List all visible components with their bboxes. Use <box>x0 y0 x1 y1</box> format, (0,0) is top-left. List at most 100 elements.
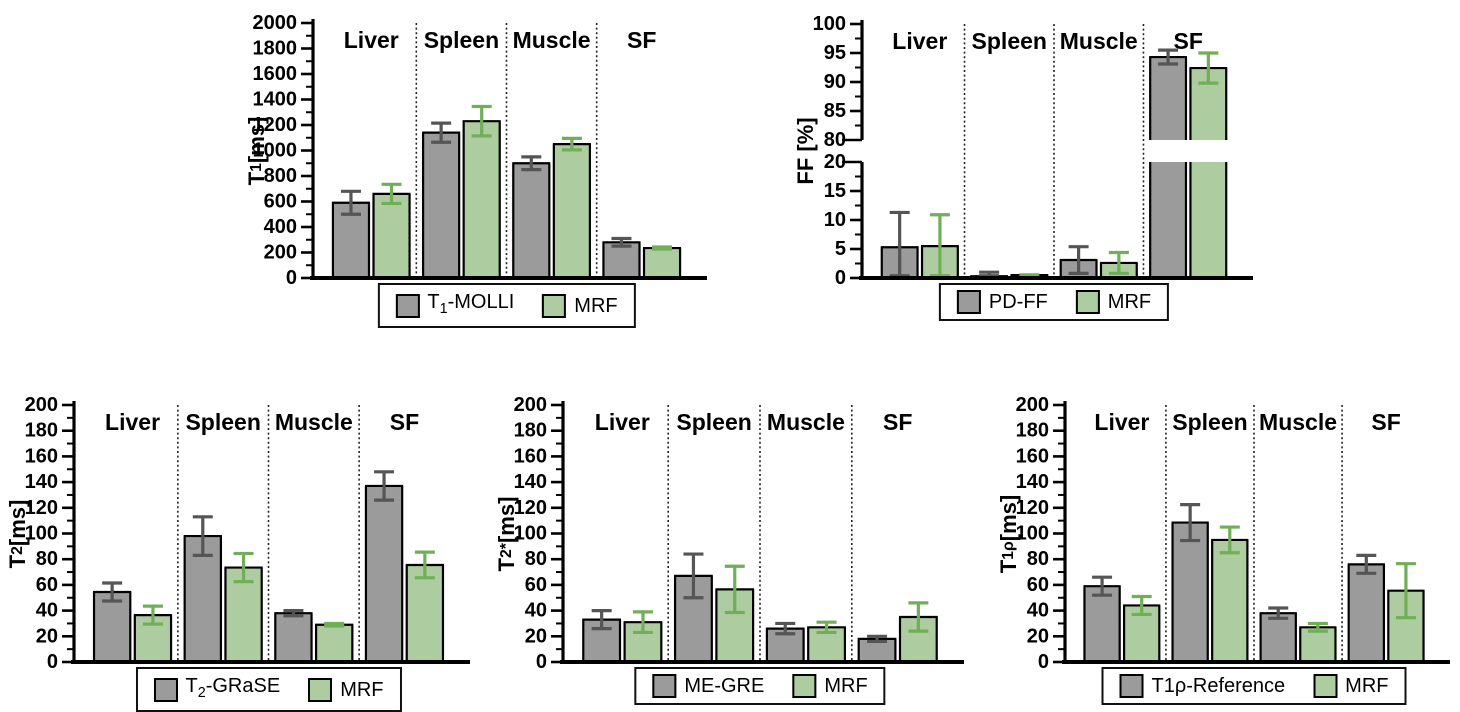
error-bar-PD-FF-Liver <box>889 210 910 278</box>
y-tick-label: 0 <box>1038 651 1049 673</box>
y-tick-label: 40 <box>36 600 58 622</box>
error-bar-MRF-Muscle <box>324 621 345 628</box>
y-tick-label: 60 <box>1027 574 1049 596</box>
chart-ff: 0 5 10 15 20 80 85 90 95 100 Liver Spleen Muscle SF FF… <box>790 0 1310 335</box>
legend-label: T1-MOLLI <box>427 291 515 317</box>
error-bar-MRF-Spleen <box>471 104 492 138</box>
error-bar-PD-FF-Muscle <box>1068 245 1089 275</box>
error-bar-MRF-Liver <box>1131 594 1152 617</box>
legend: T1ρ-Reference MRF <box>1101 667 1407 705</box>
error-bar-PD-FF-Spleen <box>979 270 1000 278</box>
error-bar-MRF-SF <box>1198 51 1219 85</box>
y-tick-label: 20 <box>36 625 58 647</box>
category-label-SF: SF <box>627 27 656 53</box>
legend-swatch-icon <box>153 677 178 702</box>
y-tick-label: 200 <box>514 394 547 416</box>
error-bar-T1-MOLLI-Liver <box>340 189 361 216</box>
error-bar-T2-GRaSE-Muscle <box>283 609 304 618</box>
legend-item-MRF: MRF <box>1075 290 1151 314</box>
error-bar-MRF-Liver <box>142 604 163 626</box>
y-tick-label: 20 <box>824 151 846 173</box>
y-tick-label: 0 <box>536 651 547 673</box>
y-tick-label: 10 <box>824 209 846 231</box>
legend: ME-GRE MRF <box>634 667 886 705</box>
error-bar-T2-GRaSE-Spleen <box>192 515 213 557</box>
y-tick-label: 160 <box>1016 445 1049 467</box>
y-tick-label: 0 <box>47 651 58 673</box>
bar-T1ρ-Reference-Spleen <box>1172 522 1208 662</box>
legend-item-T1ρ-Reference: T1ρ-Reference <box>1119 674 1286 698</box>
error-bar-T2-GRaSE-Liver <box>102 581 123 603</box>
bar-MRF-SF <box>406 564 443 662</box>
y-tick-label: 80 <box>36 548 58 570</box>
error-bar-MRF-SF <box>1395 562 1416 620</box>
error-bar-T2-GRaSE-SF <box>374 470 395 502</box>
y-tick-label: 60 <box>525 574 547 596</box>
bar-MRF-SF <box>1190 162 1227 278</box>
y-tick-label: 40 <box>1027 600 1049 622</box>
y-tick-label: 180 <box>25 420 58 442</box>
bar-MRF-Muscle <box>1300 627 1336 662</box>
category-label-Muscle: Muscle <box>275 409 353 435</box>
category-label-Spleen: Spleen <box>1172 409 1247 435</box>
legend-label: T2-GRaSE <box>185 675 281 701</box>
error-bar-ME-GRE-Muscle <box>775 621 796 636</box>
bar-T1ρ-Reference-Liver <box>1084 586 1120 662</box>
legend-label: MRF <box>340 678 384 701</box>
error-bar-MRF-Muscle <box>1307 621 1328 633</box>
error-bar-MRF-Spleen <box>1219 525 1240 555</box>
error-bar-MRF-Muscle <box>816 620 837 635</box>
chart-t2star: 0 20 40 60 80 100 120 140 160 180 200 Liver Spleen Mu… <box>494 385 970 712</box>
y-tick-label: 80 <box>824 129 846 151</box>
y-tick-label: 180 <box>514 420 547 442</box>
error-bar-MRF-Liver <box>929 213 950 278</box>
bar-T1ρ-Reference-SF <box>1348 564 1384 662</box>
legend-item-ME-GRE: ME-GRE <box>652 674 764 698</box>
y-tick-label: 5 <box>835 238 846 260</box>
y-tick-label: 120 <box>1016 497 1049 519</box>
y-tick-label: 100 <box>813 13 846 35</box>
legend: T2-GRaSE MRF <box>135 667 402 712</box>
t1-plot-canvas: 0 200 400 600 800 1000 1200 1400 1600 1800 2000 Liv… <box>253 12 707 289</box>
y-tick-label: 200 <box>1016 394 1049 416</box>
legend-swatch-icon <box>395 293 420 318</box>
bar-T2-GRaSE-Liver <box>94 591 131 662</box>
legend-label: T1ρ-Reference <box>1151 675 1286 697</box>
error-bar-ME-GRE-Spleen <box>683 552 704 600</box>
y-tick-label: 800 <box>264 165 297 187</box>
chart-t1rho: 0 20 40 60 80 100 120 140 160 180 200 Liver Spleen Mu… <box>995 385 1460 712</box>
bar-T1-MOLLI-Muscle <box>513 163 550 278</box>
bar-MRF-Muscle <box>316 624 353 662</box>
legend-item-T2-GRaSE: T2-GRaSE <box>153 674 280 705</box>
bar-MRF-Muscle <box>553 144 590 278</box>
y-tick-label: 0 <box>835 267 846 289</box>
category-label-Liver: Liver <box>892 28 947 54</box>
y-tick-label: 200 <box>264 242 297 264</box>
error-bar-T1ρ-Reference-Spleen <box>1180 502 1201 543</box>
bar-MRF-Liver <box>373 193 410 278</box>
bar-T2-GRaSE-SF <box>365 485 403 662</box>
y-tick-label: 1800 <box>253 38 298 60</box>
error-bar-T1ρ-Reference-SF <box>1356 553 1377 575</box>
legend-swatch-icon <box>792 674 817 698</box>
error-bar-MRF-Spleen <box>724 564 745 615</box>
y-axis-title: T 2 * [ms] <box>494 496 519 571</box>
legend-label: PD-FF <box>988 291 1048 313</box>
bar-T2-GRaSE-Spleen <box>184 536 221 662</box>
y-tick-label: 120 <box>514 497 547 519</box>
error-bar-MRF-SF <box>414 550 435 580</box>
legend-label: MRF <box>1345 675 1389 697</box>
error-bar-T1-MOLLI-SF <box>611 236 632 248</box>
legend-item-MRF: MRF <box>1313 674 1388 698</box>
legend-swatch-icon <box>1119 674 1144 698</box>
category-label-Liver: Liver <box>1094 409 1149 435</box>
y-tick-label: 140 <box>25 471 58 493</box>
bar-T1-MOLLI-Spleen <box>423 132 460 278</box>
y-tick-label: 90 <box>824 71 846 93</box>
error-bar-MRF-Spleen <box>233 551 254 584</box>
category-label-Liver: Liver <box>595 409 650 435</box>
